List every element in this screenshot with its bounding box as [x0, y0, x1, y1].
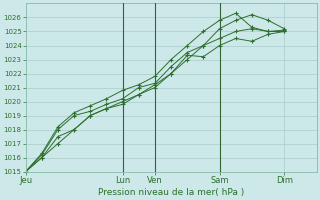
- X-axis label: Pression niveau de la mer( hPa ): Pression niveau de la mer( hPa ): [98, 188, 244, 197]
